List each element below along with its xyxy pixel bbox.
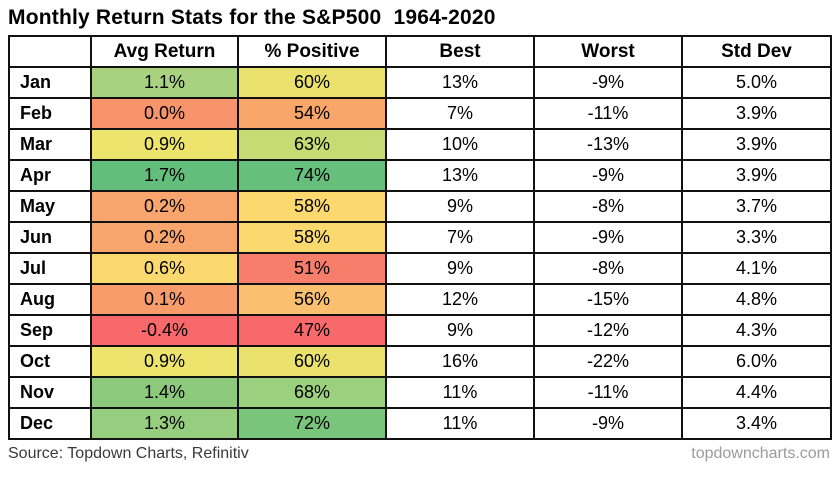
header-std-dev: Std Dev <box>681 35 832 68</box>
month-label: Aug <box>8 283 92 316</box>
month-label: Jul <box>8 252 92 285</box>
avg-return-cell: 1.1% <box>90 66 239 99</box>
month-label: Apr <box>8 159 92 192</box>
best-cell: 16% <box>385 345 535 378</box>
best-cell: 7% <box>385 97 535 130</box>
pct-positive-cell: 60% <box>237 345 387 378</box>
month-label: May <box>8 190 92 223</box>
table-body: Jan 1.1% 60% 13% -9% 5.0% Feb 0.0% 54% 7% -11% 3.9%… <box>8 66 832 440</box>
table-row: Dec 1.3% 72% 11% -9% 3.4% <box>8 407 832 440</box>
pct-positive-cell: 51% <box>237 252 387 285</box>
avg-return-cell: 0.0% <box>90 97 239 130</box>
table-row: Sep -0.4% 47% 9% -12% 4.3% <box>8 314 832 347</box>
best-cell: 12% <box>385 283 535 316</box>
month-label: Sep <box>8 314 92 347</box>
avg-return-cell: 1.3% <box>90 407 239 440</box>
table-row: Jun 0.2% 58% 7% -9% 3.3% <box>8 221 832 254</box>
std-dev-cell: 3.4% <box>681 407 832 440</box>
best-cell: 9% <box>385 252 535 285</box>
header-best: Best <box>385 35 535 68</box>
pct-positive-cell: 56% <box>237 283 387 316</box>
month-label: Dec <box>8 407 92 440</box>
worst-cell: -8% <box>533 190 683 223</box>
std-dev-cell: 3.7% <box>681 190 832 223</box>
pct-positive-cell: 63% <box>237 128 387 161</box>
best-cell: 13% <box>385 159 535 192</box>
table-row: May 0.2% 58% 9% -8% 3.7% <box>8 190 832 223</box>
month-label: Oct <box>8 345 92 378</box>
avg-return-cell: 0.2% <box>90 190 239 223</box>
month-label: Feb <box>8 97 92 130</box>
best-cell: 10% <box>385 128 535 161</box>
pct-positive-cell: 58% <box>237 221 387 254</box>
std-dev-cell: 3.3% <box>681 221 832 254</box>
pct-positive-cell: 74% <box>237 159 387 192</box>
pct-positive-cell: 58% <box>237 190 387 223</box>
avg-return-cell: 0.9% <box>90 128 239 161</box>
footer: Source: Topdown Charts, Refinitiv topdow… <box>8 445 830 463</box>
month-label: Jan <box>8 66 92 99</box>
month-label: Jun <box>8 221 92 254</box>
header-worst: Worst <box>533 35 683 68</box>
source-label: Source: Topdown Charts, Refinitiv <box>8 445 249 462</box>
std-dev-cell: 4.8% <box>681 283 832 316</box>
month-label: Mar <box>8 128 92 161</box>
month-label: Nov <box>8 376 92 409</box>
header-pct-positive: % Positive <box>237 35 387 68</box>
table-row: Aug 0.1% 56% 12% -15% 4.8% <box>8 283 832 316</box>
pct-positive-cell: 60% <box>237 66 387 99</box>
best-cell: 11% <box>385 407 535 440</box>
worst-cell: -9% <box>533 221 683 254</box>
header-row: Avg Return % Positive Best Worst Std Dev <box>8 35 832 68</box>
worst-cell: -9% <box>533 66 683 99</box>
std-dev-cell: 4.1% <box>681 252 832 285</box>
table-row: Mar 0.9% 63% 10% -13% 3.9% <box>8 128 832 161</box>
best-cell: 11% <box>385 376 535 409</box>
avg-return-cell: -0.4% <box>90 314 239 347</box>
std-dev-cell: 3.9% <box>681 128 832 161</box>
table-row: Jul 0.6% 51% 9% -8% 4.1% <box>8 252 832 285</box>
table-row: Apr 1.7% 74% 13% -9% 3.9% <box>8 159 832 192</box>
avg-return-cell: 1.7% <box>90 159 239 192</box>
worst-cell: -12% <box>533 314 683 347</box>
chart-title: Monthly Return Stats for the S&P500 1964… <box>8 6 496 29</box>
best-cell: 13% <box>385 66 535 99</box>
std-dev-cell: 4.3% <box>681 314 832 347</box>
worst-cell: -13% <box>533 128 683 161</box>
pct-positive-cell: 68% <box>237 376 387 409</box>
monthly-return-stats-table: Avg Return % Positive Best Worst Std Dev… <box>8 35 832 440</box>
pct-positive-cell: 54% <box>237 97 387 130</box>
worst-cell: -9% <box>533 159 683 192</box>
worst-cell: -11% <box>533 376 683 409</box>
avg-return-cell: 0.2% <box>90 221 239 254</box>
website-label: topdowncharts.com <box>691 445 830 462</box>
worst-cell: -11% <box>533 97 683 130</box>
std-dev-cell: 5.0% <box>681 66 832 99</box>
avg-return-cell: 1.4% <box>90 376 239 409</box>
table-row: Nov 1.4% 68% 11% -11% 4.4% <box>8 376 832 409</box>
table-row: Jan 1.1% 60% 13% -9% 5.0% <box>8 66 832 99</box>
table-row: Oct 0.9% 60% 16% -22% 6.0% <box>8 345 832 378</box>
avg-return-cell: 0.1% <box>90 283 239 316</box>
best-cell: 7% <box>385 221 535 254</box>
table-row: Feb 0.0% 54% 7% -11% 3.9% <box>8 97 832 130</box>
best-cell: 9% <box>385 314 535 347</box>
header-avg-return: Avg Return <box>90 35 239 68</box>
best-cell: 9% <box>385 190 535 223</box>
worst-cell: -8% <box>533 252 683 285</box>
worst-cell: -22% <box>533 345 683 378</box>
pct-positive-cell: 47% <box>237 314 387 347</box>
avg-return-cell: 0.6% <box>90 252 239 285</box>
std-dev-cell: 4.4% <box>681 376 832 409</box>
std-dev-cell: 6.0% <box>681 345 832 378</box>
avg-return-cell: 0.9% <box>90 345 239 378</box>
std-dev-cell: 3.9% <box>681 97 832 130</box>
pct-positive-cell: 72% <box>237 407 387 440</box>
worst-cell: -9% <box>533 407 683 440</box>
header-month <box>8 35 92 68</box>
std-dev-cell: 3.9% <box>681 159 832 192</box>
worst-cell: -15% <box>533 283 683 316</box>
